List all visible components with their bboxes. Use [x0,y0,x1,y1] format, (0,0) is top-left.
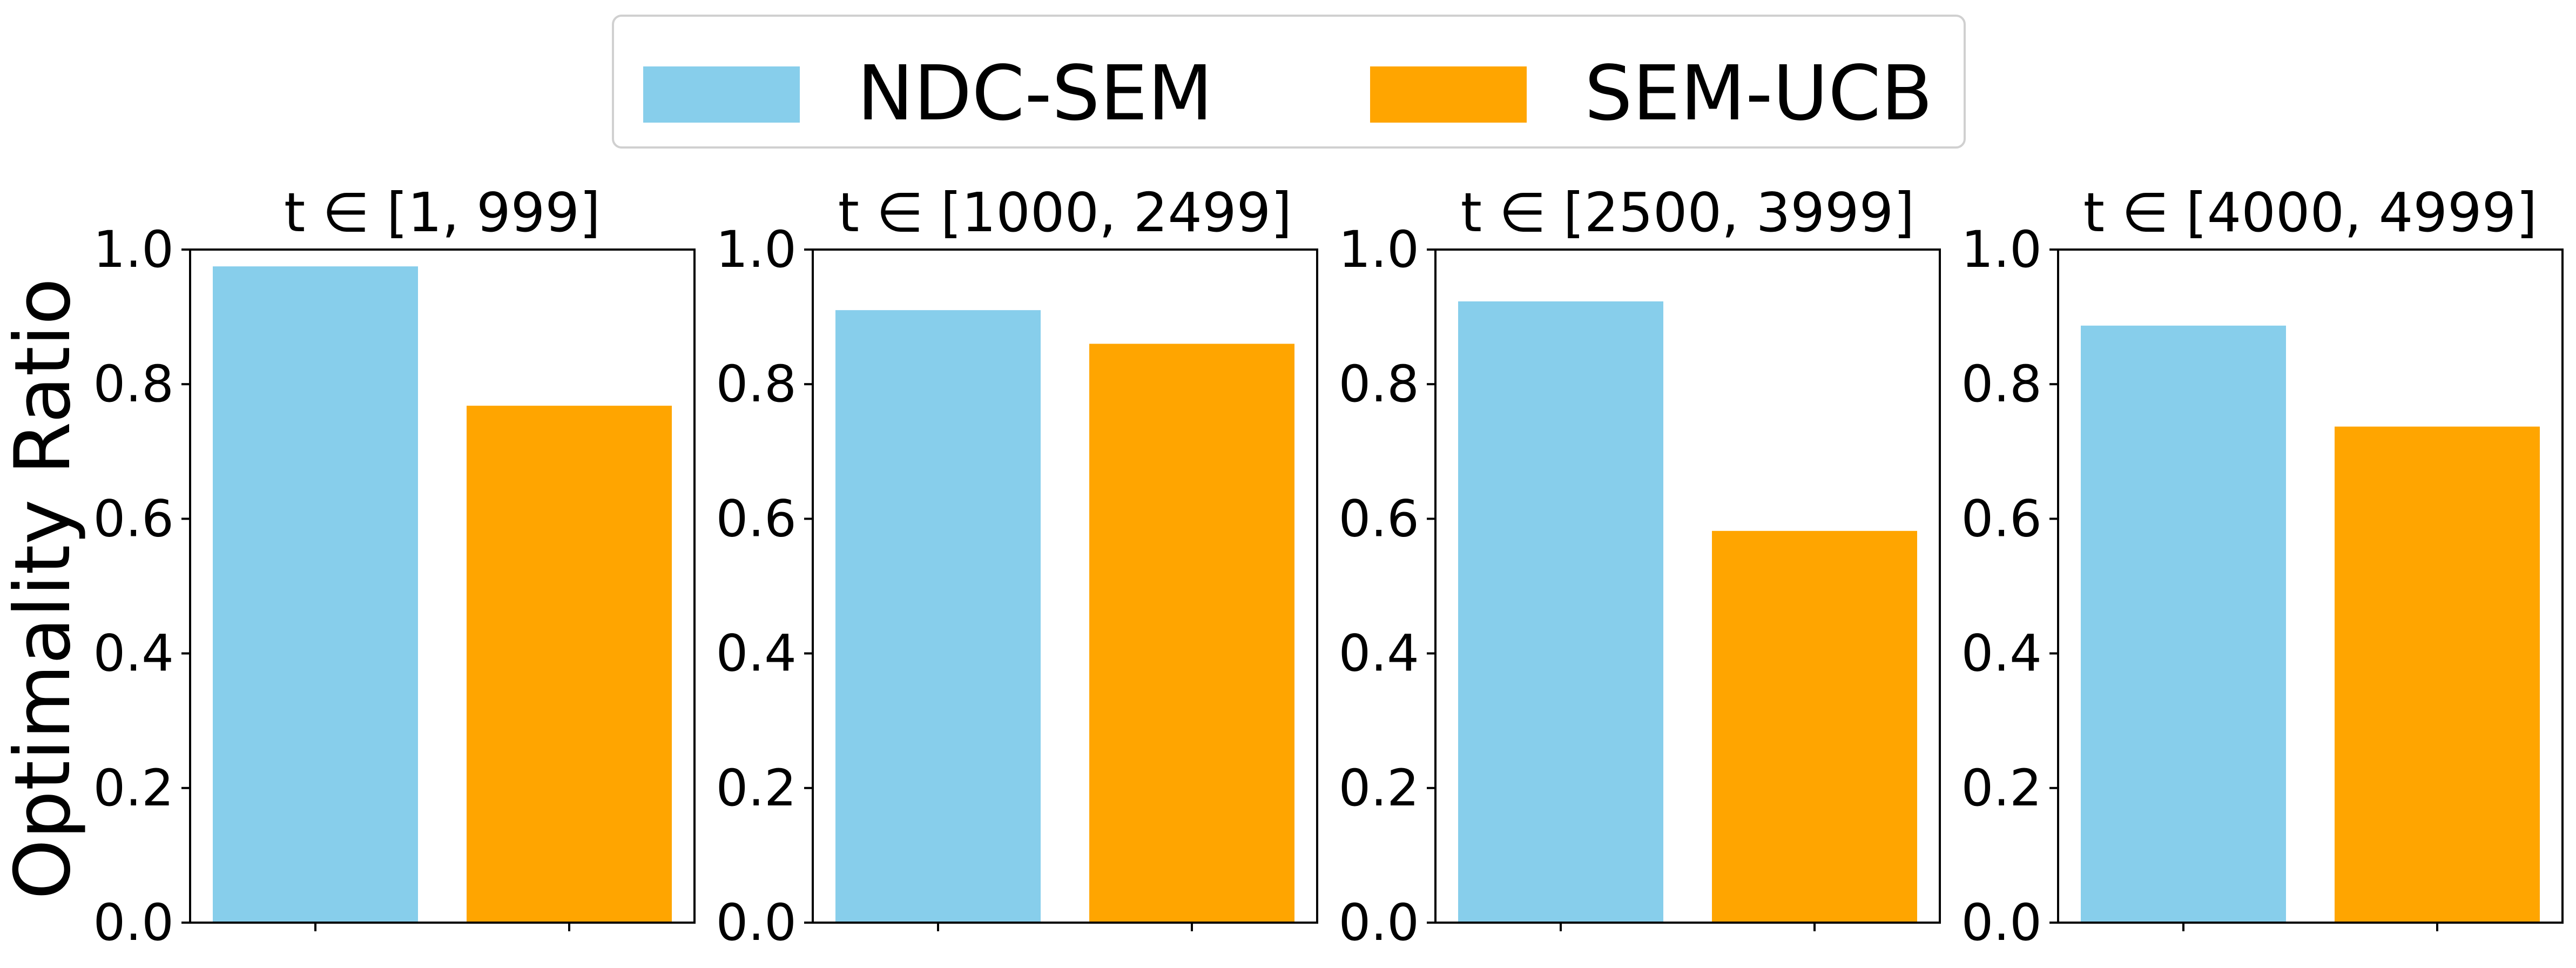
bar-sem-ucb-panel-3 [1712,530,1917,923]
y-tick-label: 0.8 [93,355,174,414]
y-tick-label: 1.0 [93,220,174,279]
bar-sem-ucb-panel-4 [2335,426,2540,923]
panel-frame [189,248,696,924]
panel-title: t ∈ [4000, 4999] [2083,181,2537,244]
y-tick-label: 0.2 [1961,759,2042,818]
panel-frame [812,248,1318,924]
legend-label-sem-ucb: SEM-UCB [1584,50,1933,138]
y-tick-label: 0.2 [716,759,797,818]
y-tick-label: 0.8 [1339,355,1420,414]
panel-frame [1434,248,1941,924]
y-tick-label: 0.2 [1339,759,1420,818]
panel-1: 0.0 0.2 0.4 0.6 0.8 1.0 t ∈ [1, 999] [93,181,696,952]
panel-frame [2057,248,2564,924]
panel-2: 0.0 0.2 0.4 0.6 0.8 1.0 t ∈ [1000, 2499] [716,181,1318,952]
legend-label-ndc-sem: NDC-SEM [857,50,1213,138]
y-tick-label: 0.4 [1961,624,2042,683]
panel-title: t ∈ [1000, 2499] [838,181,1292,244]
y-axis-label: Optimality Ratio [0,278,87,900]
y-tick-label: 1.0 [1961,220,2042,279]
y-tick-label: 0.0 [1961,893,2042,952]
bar-ndc-sem-panel-4 [2081,325,2286,923]
y-tick-label: 0.6 [716,489,797,548]
bar-ndc-sem-panel-3 [1458,301,1663,923]
y-tick-label: 0.6 [1339,489,1420,548]
y-tick-label: 0.0 [716,893,797,952]
y-tick-label: 0.4 [716,624,797,683]
y-tick-label: 0.0 [93,893,174,952]
bar-ndc-sem-panel-1 [213,266,418,923]
legend-swatch-ndc-sem [643,66,800,123]
panel-3: 0.0 0.2 0.4 0.6 0.8 1.0 t ∈ [2500, 3999] [1339,181,1941,952]
y-tick-label: 0.8 [716,355,797,414]
y-tick-label: 0.8 [1961,355,2042,414]
panel-4: 0.0 0.2 0.4 0.6 0.8 1.0 t ∈ [4000, 4999] [1961,181,2564,952]
y-tick-label: 0.4 [1339,624,1420,683]
legend: NDC-SEM SEM-UCB [612,15,1966,149]
bar-ndc-sem-panel-2 [835,310,1041,923]
y-tick-label: 0.0 [1339,893,1420,952]
panel-title: t ∈ [2500, 3999] [1461,181,1914,244]
y-tick-label: 0.6 [1961,489,2042,548]
legend-swatch-sem-ucb [1370,66,1527,123]
y-tick-label: 0.2 [93,759,174,818]
bar-sem-ucb-panel-2 [1089,344,1294,923]
y-tick-label: 1.0 [716,220,797,279]
y-tick-label: 0.6 [93,489,174,548]
y-tick-label: 1.0 [1339,220,1420,279]
y-tick-label: 0.4 [93,624,174,683]
bar-sem-ucb-panel-1 [467,406,672,923]
panel-title: t ∈ [1, 999] [284,181,601,244]
